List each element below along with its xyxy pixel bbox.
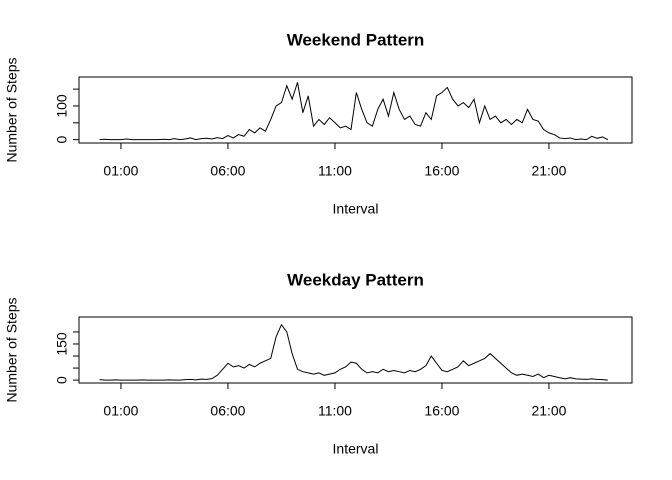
x-axis-label: Interval	[333, 441, 379, 457]
x-tick-label: 01:00	[103, 403, 138, 419]
x-tick-label: 16:00	[424, 403, 459, 419]
x-tick-label: 11:00	[318, 403, 352, 419]
chart-title: Weekend Pattern	[287, 30, 425, 49]
x-axis-label: Interval	[333, 201, 379, 217]
y-tick-label: 100	[54, 94, 70, 118]
data-line	[99, 323, 608, 381]
x-tick-label: 01:00	[103, 163, 138, 179]
y-axis-label: Number of Steps	[4, 297, 20, 402]
x-tick-label: 21:00	[531, 163, 566, 179]
y-tick-label: 0	[54, 136, 70, 144]
x-tick-label: 06:00	[210, 163, 245, 179]
data-line	[99, 82, 609, 141]
y-axis-label: Number of Steps	[4, 57, 20, 162]
chart-title: Weekday Pattern	[287, 270, 424, 289]
x-tick-label: 11:00	[318, 163, 352, 179]
y-tick-label: 0	[54, 376, 70, 384]
x-tick-label: 06:00	[210, 403, 245, 419]
y-tick-label: 150	[54, 332, 70, 356]
x-tick-label: 21:00	[531, 403, 566, 419]
plot-box	[78, 316, 633, 384]
x-tick-label: 16:00	[424, 163, 459, 179]
